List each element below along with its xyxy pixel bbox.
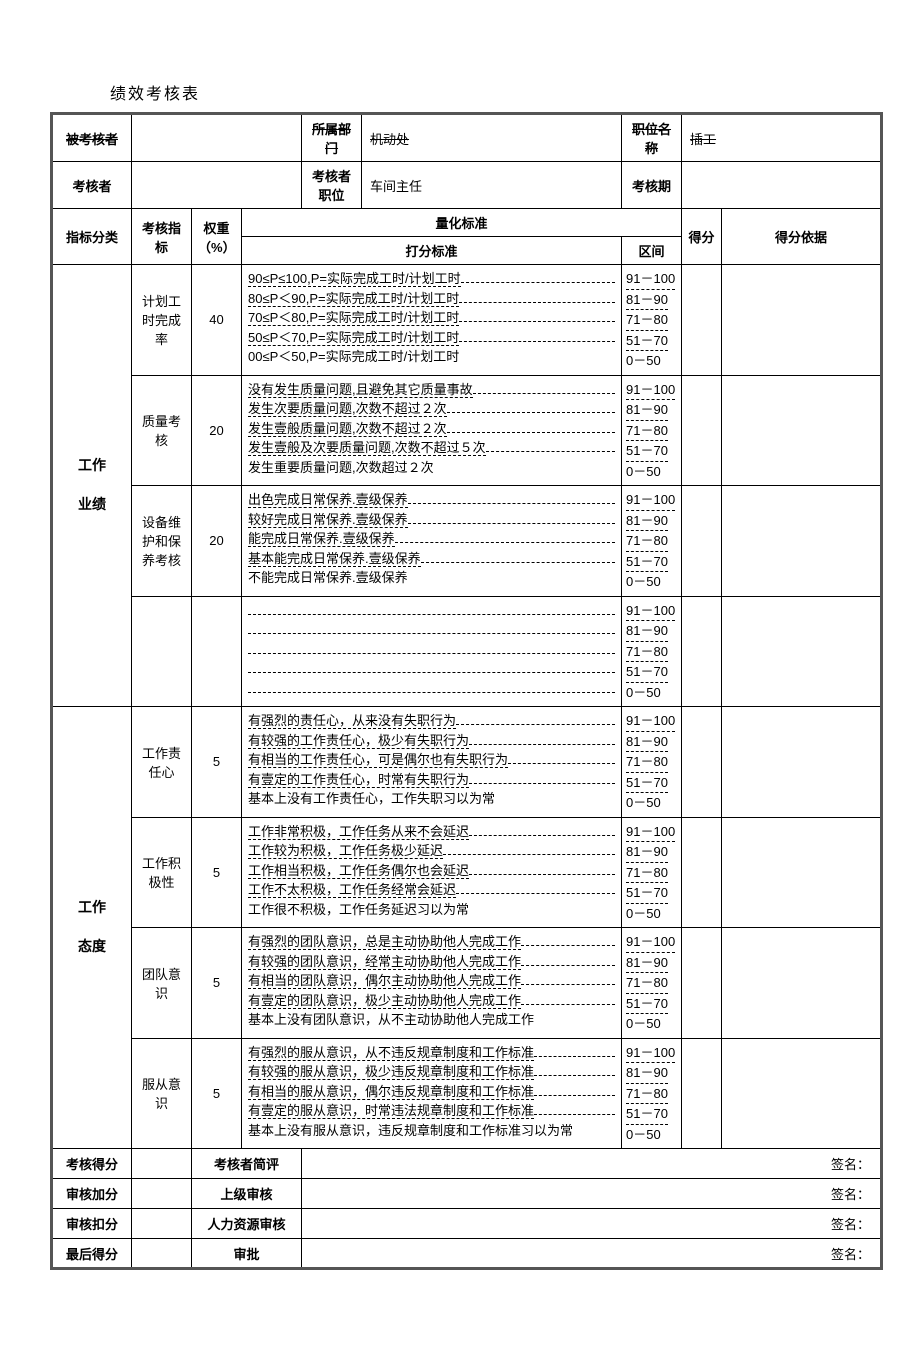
hdr-assessor-pos-label: 考核者职位	[302, 162, 362, 209]
criteria: 90≤P≤100,P=实际完成工时/计划工时80≤P＜90,P=实际完成工时/计…	[242, 265, 622, 376]
ft-approve-sig: 签名：	[302, 1239, 882, 1269]
ft-approve-label: 审批	[192, 1239, 302, 1269]
page-title: 绩效考核表	[110, 80, 870, 104]
score-cell	[682, 265, 722, 376]
indicator: 质量考核	[132, 375, 192, 486]
range: 91－10081－9071－8051－700－50	[622, 265, 682, 376]
category-name: 工作态度	[52, 707, 132, 1149]
weight: 5	[192, 928, 242, 1039]
range: 91－10081－9071－8051－700－50	[622, 707, 682, 818]
basis-cell	[722, 486, 882, 597]
weight: 40	[192, 265, 242, 376]
indicator: 团队意识	[132, 928, 192, 1039]
score-cell	[682, 486, 722, 597]
ft-add-value	[132, 1179, 192, 1209]
ft-add-label: 审核加分	[52, 1179, 132, 1209]
hdr-assessor-pos-value: 车间主任	[362, 162, 622, 209]
th-category: 指标分类	[52, 209, 132, 265]
hdr-assessee-label: 被考核者	[52, 114, 132, 162]
hdr-period-value	[682, 162, 882, 209]
th-weight: 权重（%）	[192, 209, 242, 265]
th-standard: 量化标准	[242, 209, 682, 237]
score-cell	[682, 596, 722, 707]
ft-sup-label: 上级审核	[192, 1179, 302, 1209]
score-cell	[682, 817, 722, 928]
basis-cell	[722, 596, 882, 707]
criteria: 有强烈的责任心，从来没有失职行为有较强的工作责任心，极少有失职行为有相当的工作责…	[242, 707, 622, 818]
weight	[192, 596, 242, 707]
hdr-assessor-label: 考核者	[52, 162, 132, 209]
th-range: 区间	[622, 237, 682, 265]
category-name: 工作业绩	[52, 265, 132, 707]
range: 91－10081－9071－8051－700－50	[622, 1038, 682, 1149]
indicator: 设备维护和保养考核	[132, 486, 192, 597]
ft-score-value	[132, 1149, 192, 1179]
ft-final-label: 最后得分	[52, 1239, 132, 1269]
th-basis: 得分依据	[722, 209, 882, 265]
hdr-position-value: 插工	[682, 114, 882, 162]
criteria: 有强烈的服从意识，从不违反规章制度和工作标准有较强的服从意识，极少违反规章制度和…	[242, 1038, 622, 1149]
criteria: 没有发生质量问题,且避免其它质量事故发生次要质量问题,次数不超过２次发生壹般质量…	[242, 375, 622, 486]
th-scoring: 打分标准	[242, 237, 622, 265]
range: 91－10081－9071－8051－700－50	[622, 817, 682, 928]
range: 91－10081－9071－8051－700－50	[622, 928, 682, 1039]
basis-cell	[722, 707, 882, 818]
range: 91－10081－9071－8051－700－50	[622, 596, 682, 707]
th-score: 得分	[682, 209, 722, 265]
basis-cell	[722, 375, 882, 486]
hdr-position-label: 职位名称	[622, 114, 682, 162]
criteria: 有强烈的团队意识，总是主动协助他人完成工作有较强的团队意识，经常主动协助他人完成…	[242, 928, 622, 1039]
weight: 5	[192, 1038, 242, 1149]
ft-score-label: 考核得分	[52, 1149, 132, 1179]
basis-cell	[722, 265, 882, 376]
indicator: 工作积极性	[132, 817, 192, 928]
ft-final-value	[132, 1239, 192, 1269]
score-cell	[682, 375, 722, 486]
criteria	[242, 596, 622, 707]
score-cell	[682, 707, 722, 818]
score-cell	[682, 1038, 722, 1149]
weight: 20	[192, 486, 242, 597]
indicator: 计划工时完成率	[132, 265, 192, 376]
ft-deduct-value	[132, 1209, 192, 1239]
weight: 20	[192, 375, 242, 486]
ft-comment-sig: 签名：	[302, 1149, 882, 1179]
basis-cell	[722, 1038, 882, 1149]
hdr-assessor-value	[132, 162, 302, 209]
basis-cell	[722, 928, 882, 1039]
ft-hr-sig: 签名：	[302, 1209, 882, 1239]
indicator	[132, 596, 192, 707]
indicator: 工作责任心	[132, 707, 192, 818]
ft-deduct-label: 审核扣分	[52, 1209, 132, 1239]
indicator: 服从意识	[132, 1038, 192, 1149]
weight: 5	[192, 817, 242, 928]
ft-comment-label: 考核者简评	[192, 1149, 302, 1179]
hdr-dept-value: 机动处	[362, 114, 622, 162]
range: 91－10081－9071－8051－700－50	[622, 486, 682, 597]
hdr-period-label: 考核期	[622, 162, 682, 209]
basis-cell	[722, 817, 882, 928]
th-indicator: 考核指标	[132, 209, 192, 265]
weight: 5	[192, 707, 242, 818]
hdr-dept-label: 所属部门	[302, 114, 362, 162]
range: 91－10081－9071－8051－700－50	[622, 375, 682, 486]
score-cell	[682, 928, 722, 1039]
ft-hr-label: 人力资源审核	[192, 1209, 302, 1239]
assessment-table: 被考核者 所属部门 机动处 职位名称 插工 考核者 考核者职位 车间主任 考核期…	[50, 112, 883, 1270]
ft-sup-sig: 签名：	[302, 1179, 882, 1209]
criteria: 出色完成日常保养.壹级保养较好完成日常保养.壹级保养能完成日常保养.壹级保养基本…	[242, 486, 622, 597]
criteria: 工作非常积极，工作任务从来不会延迟工作较为积极，工作任务极少延迟工作相当积极，工…	[242, 817, 622, 928]
hdr-assessee-value	[132, 114, 302, 162]
